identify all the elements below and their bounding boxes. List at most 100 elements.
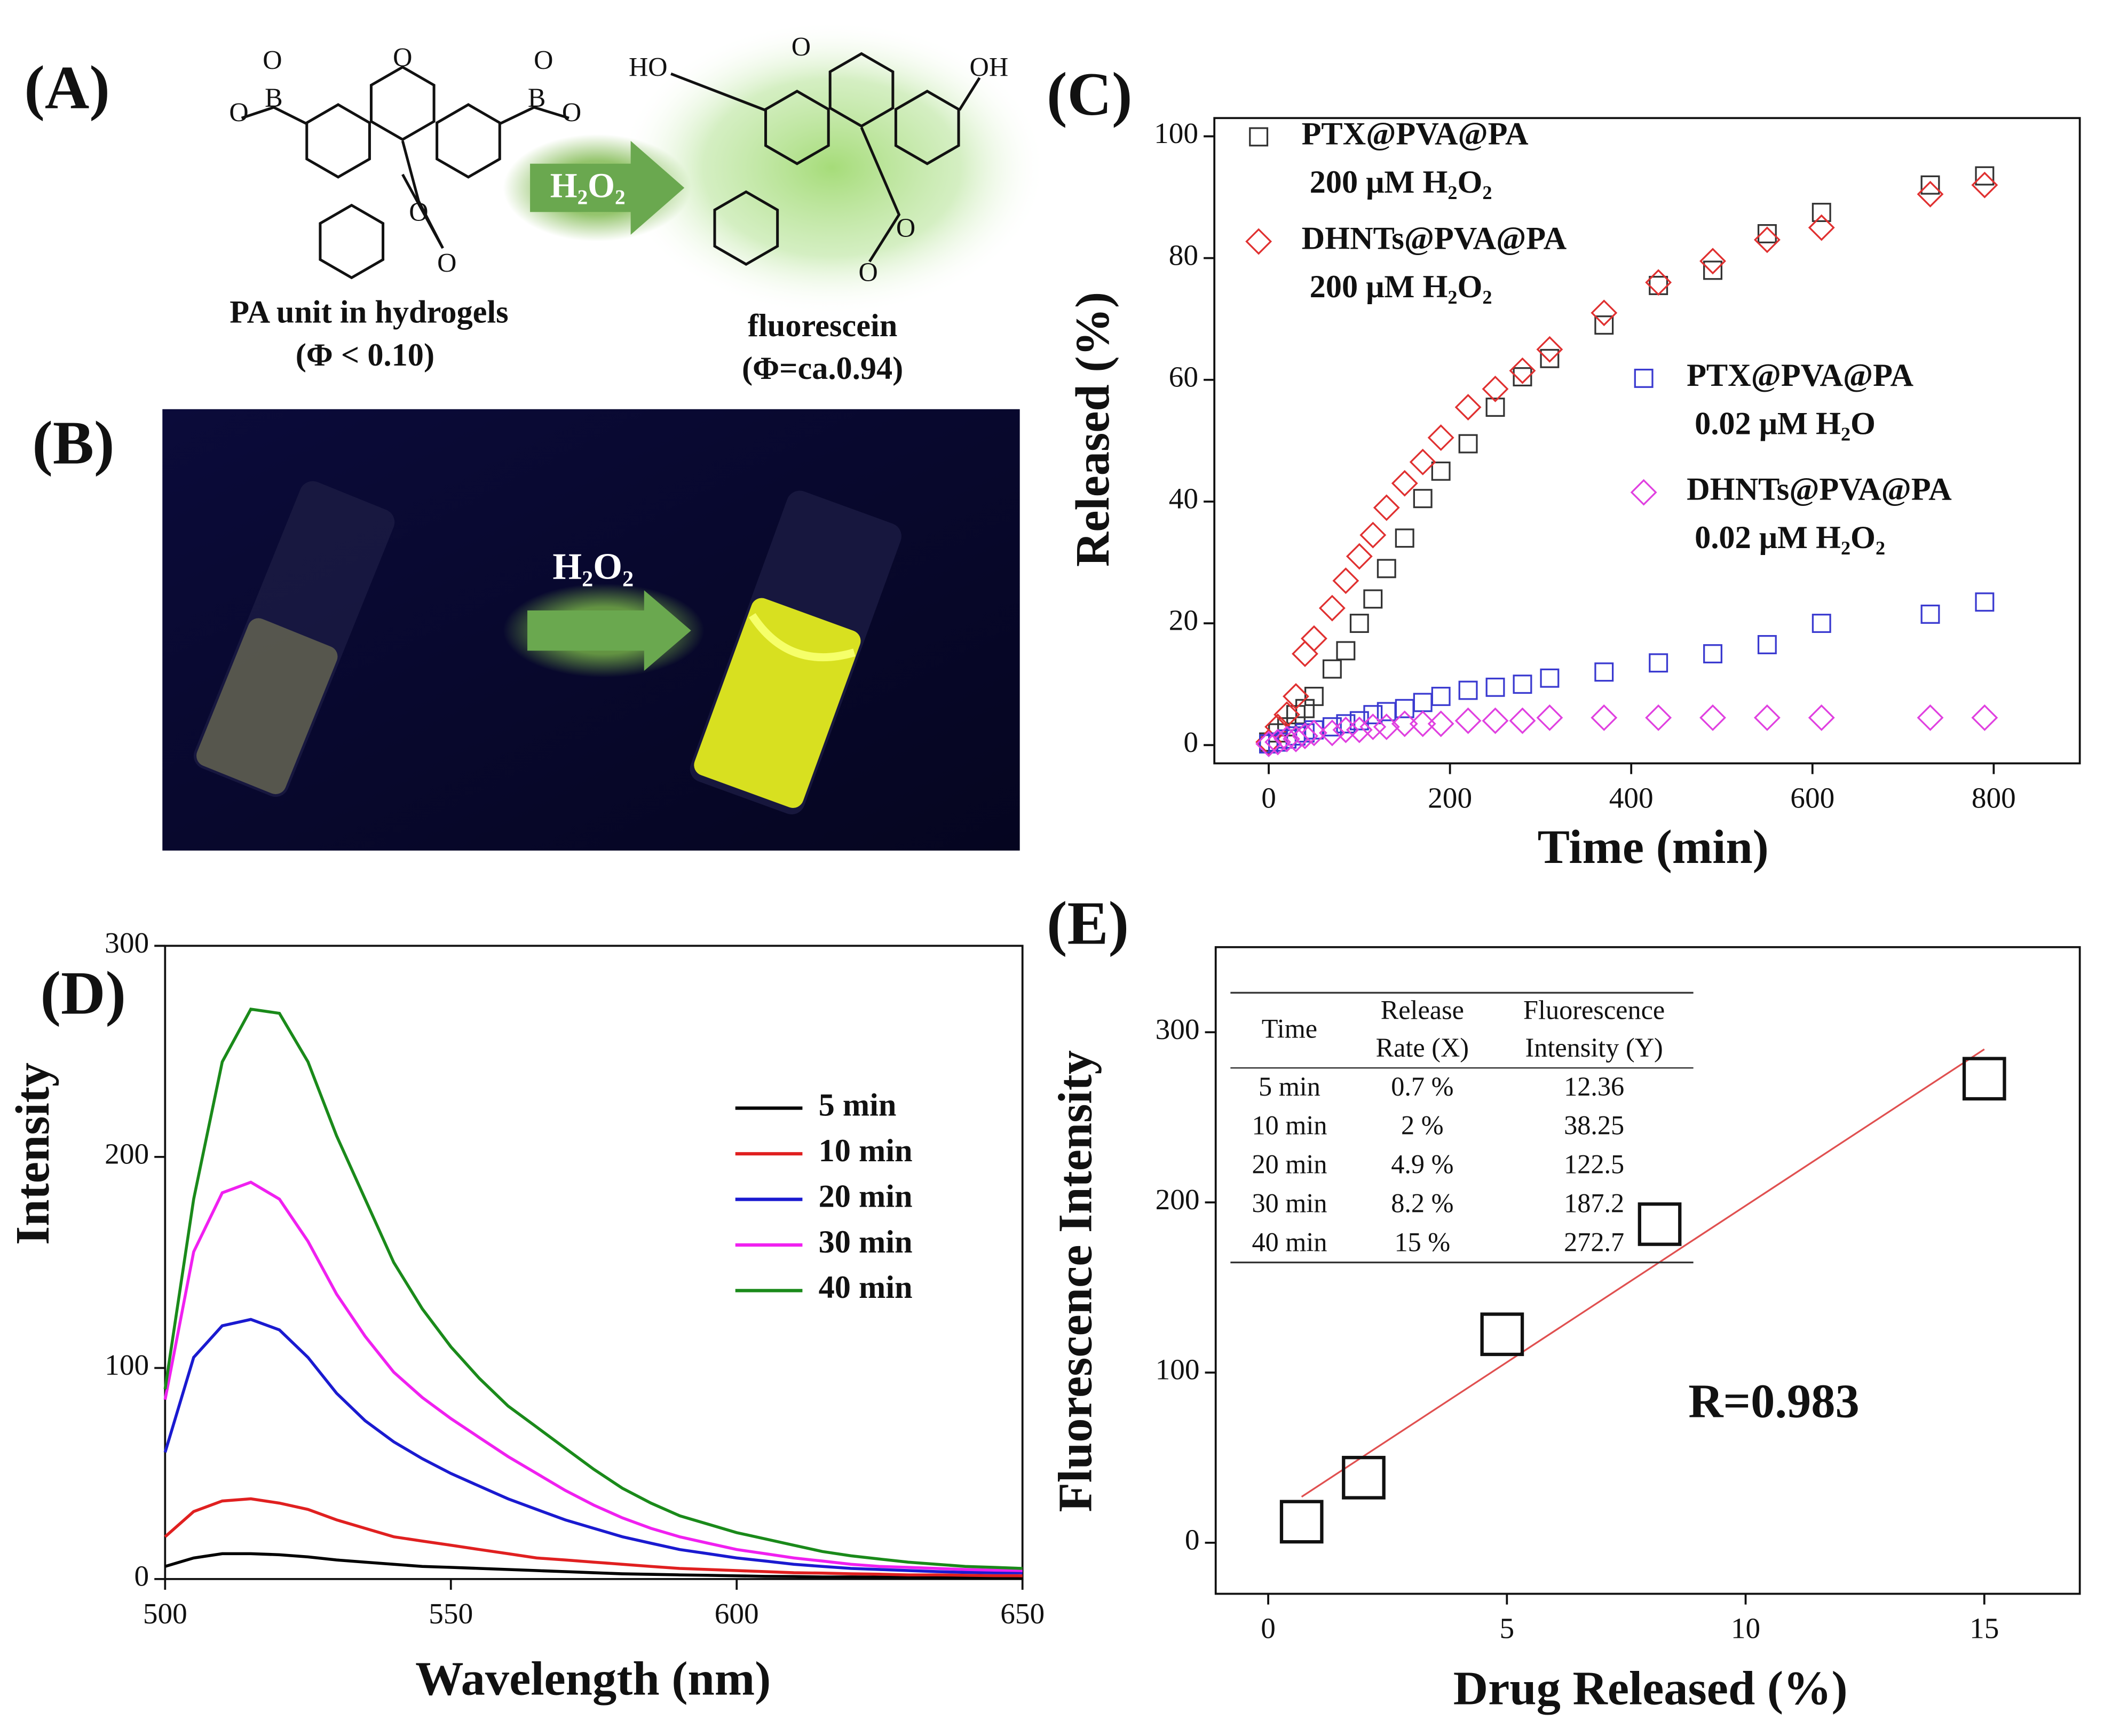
y-tick-label: 200 xyxy=(105,1138,149,1170)
marker xyxy=(1975,592,1995,612)
marker xyxy=(1513,367,1532,387)
marker xyxy=(1377,559,1396,578)
marker xyxy=(1812,203,1831,223)
marker xyxy=(1283,683,1309,710)
marker xyxy=(1594,315,1614,335)
caption: PA unit in hydrogels xyxy=(230,295,508,330)
ring xyxy=(764,90,830,165)
x-tick-label: 650 xyxy=(1000,1597,1045,1630)
marker xyxy=(1594,662,1614,682)
marker xyxy=(1363,705,1383,725)
table-cell: 38.25 xyxy=(1564,1111,1624,1140)
marker xyxy=(1753,704,1781,731)
legend-condition: 0.02 μM H₂O xyxy=(1695,406,1876,441)
legend-marker xyxy=(1630,479,1657,506)
marker xyxy=(1427,424,1454,451)
series-line xyxy=(163,1318,1023,1574)
legend-label: DHNTs@PVA@PA xyxy=(1302,220,1567,256)
ring xyxy=(369,65,436,141)
marker xyxy=(1292,723,1318,750)
bond xyxy=(958,77,981,111)
bond xyxy=(670,72,765,112)
marker xyxy=(1346,716,1373,743)
marker xyxy=(1413,489,1433,509)
ring xyxy=(305,103,371,179)
legend-label: 30 min xyxy=(819,1224,913,1260)
marker xyxy=(1703,644,1722,664)
table-cell: 30 min xyxy=(1252,1188,1327,1218)
chart: 500 550 600 650 0 100 200 300 Wavelength (nm) Int… xyxy=(5,926,1045,1706)
marker xyxy=(1332,567,1359,594)
bond xyxy=(401,140,444,249)
chart: 0 5 10 15 0 100 200 300 Drug Released (%) Fluores… xyxy=(1048,946,2081,1715)
ring xyxy=(828,52,895,128)
plot-frame xyxy=(1213,117,2081,765)
marker xyxy=(1917,704,1944,731)
marker xyxy=(1346,543,1373,570)
ring xyxy=(713,190,779,266)
marker xyxy=(1917,180,1944,208)
table-cell: 187.2 xyxy=(1564,1188,1624,1218)
atom: O xyxy=(437,248,456,278)
marker xyxy=(1431,461,1451,481)
marker xyxy=(1920,175,1940,195)
table-cell: 40 min xyxy=(1252,1227,1327,1257)
marker xyxy=(1413,693,1433,712)
marker xyxy=(1373,494,1400,521)
marker xyxy=(1485,398,1505,417)
arrow-label: H₂O₂ xyxy=(552,546,634,588)
y-tick-label: 100 xyxy=(1154,117,1198,149)
atom: O xyxy=(229,98,248,128)
panel-b: H₂O₂ xyxy=(162,409,1020,851)
marker xyxy=(1649,653,1668,673)
y-tick-label: 100 xyxy=(105,1349,149,1381)
y-tick-label: 20 xyxy=(1169,604,1198,637)
panel-label: (D) xyxy=(41,959,126,1027)
panel-a: H₂O₂ O O B O O B O O O HO O OH O O PA un… xyxy=(229,20,1047,386)
plot-frame xyxy=(164,945,1024,1580)
bond xyxy=(860,126,901,263)
series-line xyxy=(163,1007,1023,1570)
legend-marker xyxy=(1634,368,1654,388)
series-line xyxy=(164,1497,1023,1578)
marker xyxy=(1318,594,1346,622)
marker xyxy=(1342,1456,1386,1500)
marker xyxy=(1540,348,1560,368)
marker xyxy=(1359,521,1387,549)
marker xyxy=(1427,710,1454,738)
caption: fluorescein xyxy=(748,308,897,344)
marker xyxy=(1699,704,1726,731)
legend-label: 20 min xyxy=(819,1178,913,1214)
table-cell: 0.7 % xyxy=(1391,1072,1453,1101)
marker xyxy=(1332,716,1359,743)
marker xyxy=(1318,719,1346,747)
marker xyxy=(1322,717,1342,736)
marker xyxy=(1920,604,1940,624)
marker xyxy=(1753,226,1781,253)
marker xyxy=(1409,710,1436,738)
y-axis-label: Fluorescence Intensity xyxy=(1048,1050,1102,1512)
marker xyxy=(1395,528,1414,548)
legend-label: PTX@PVA@PA xyxy=(1302,116,1529,152)
y-tick-label: 0 xyxy=(134,1560,149,1592)
table-cell: 15 % xyxy=(1394,1227,1450,1257)
legend-label: PTX@PVA@PA xyxy=(1687,358,1913,393)
marker xyxy=(1458,680,1478,700)
ring xyxy=(319,203,385,280)
x-tick-label: 5 xyxy=(1499,1612,1514,1645)
marker xyxy=(1336,641,1356,661)
table-cell: 122.5 xyxy=(1564,1150,1624,1179)
table-cell: 12.36 xyxy=(1564,1072,1624,1101)
marker xyxy=(1480,1312,1524,1357)
marker xyxy=(1808,704,1835,731)
marker xyxy=(1971,704,1998,731)
marker xyxy=(1971,171,1998,199)
marker xyxy=(1962,1057,2006,1101)
legend-marker xyxy=(1245,228,1272,255)
table-cell: 2 % xyxy=(1401,1111,1444,1140)
legend-condition: 200 μM H₂O₂ xyxy=(1310,164,1492,200)
marker xyxy=(1322,659,1342,679)
marker xyxy=(1699,248,1726,275)
marker xyxy=(1808,214,1835,241)
